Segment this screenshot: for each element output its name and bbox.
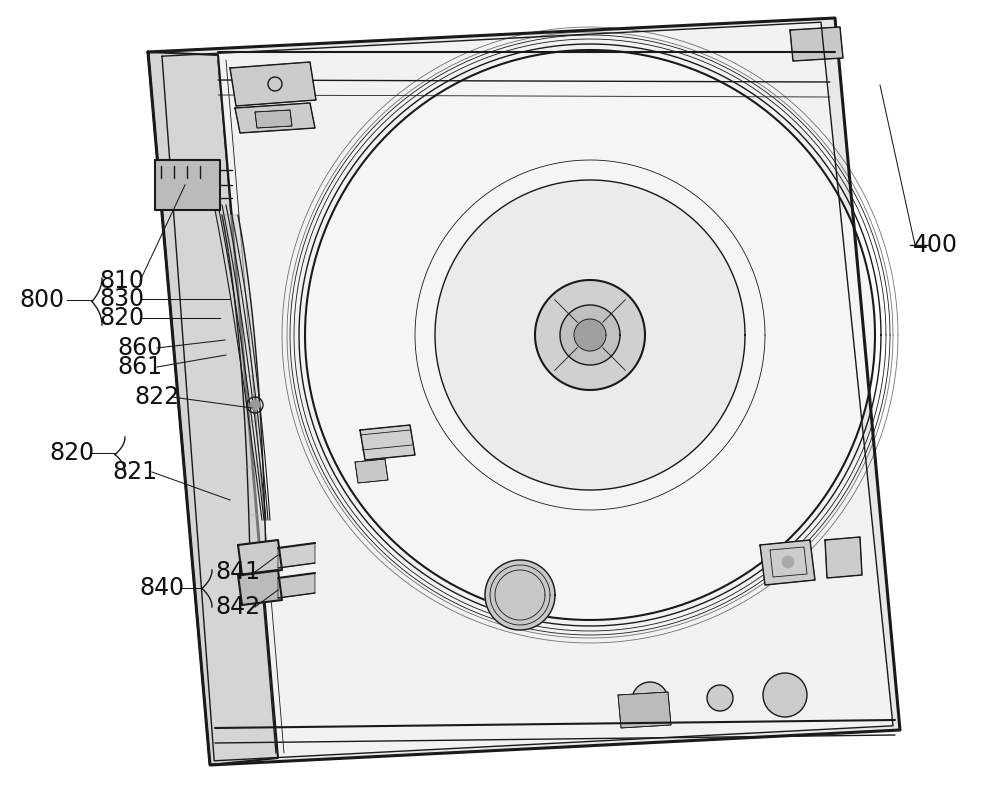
Polygon shape — [560, 305, 620, 365]
Polygon shape — [148, 52, 278, 765]
Circle shape — [707, 685, 733, 711]
Text: 861: 861 — [118, 355, 162, 379]
Polygon shape — [162, 22, 893, 760]
Polygon shape — [355, 459, 388, 483]
Text: 400: 400 — [912, 233, 958, 257]
Polygon shape — [235, 103, 315, 133]
Polygon shape — [278, 543, 315, 568]
Polygon shape — [485, 560, 555, 630]
Text: 841: 841 — [216, 560, 260, 584]
Text: 830: 830 — [99, 287, 145, 311]
Text: 800: 800 — [19, 288, 65, 312]
Polygon shape — [760, 540, 815, 585]
Text: 840: 840 — [139, 576, 185, 600]
Circle shape — [632, 682, 668, 718]
Text: 860: 860 — [117, 336, 163, 360]
Polygon shape — [825, 537, 862, 578]
Text: 842: 842 — [215, 595, 261, 619]
Polygon shape — [278, 573, 315, 598]
Polygon shape — [305, 50, 875, 620]
Polygon shape — [238, 570, 282, 605]
Polygon shape — [435, 180, 745, 490]
Polygon shape — [230, 62, 316, 106]
Polygon shape — [155, 160, 220, 210]
Circle shape — [782, 556, 794, 568]
Polygon shape — [535, 280, 645, 390]
Text: 820: 820 — [49, 441, 95, 465]
Polygon shape — [238, 540, 282, 575]
Polygon shape — [574, 319, 606, 351]
Text: 810: 810 — [100, 269, 144, 293]
Polygon shape — [360, 425, 415, 460]
Circle shape — [250, 400, 260, 410]
Text: 821: 821 — [112, 460, 158, 484]
Polygon shape — [148, 18, 900, 765]
Polygon shape — [618, 692, 671, 728]
Text: 820: 820 — [99, 306, 145, 330]
Circle shape — [763, 673, 807, 717]
Polygon shape — [255, 110, 292, 128]
Polygon shape — [790, 27, 843, 61]
Text: 822: 822 — [134, 385, 180, 409]
